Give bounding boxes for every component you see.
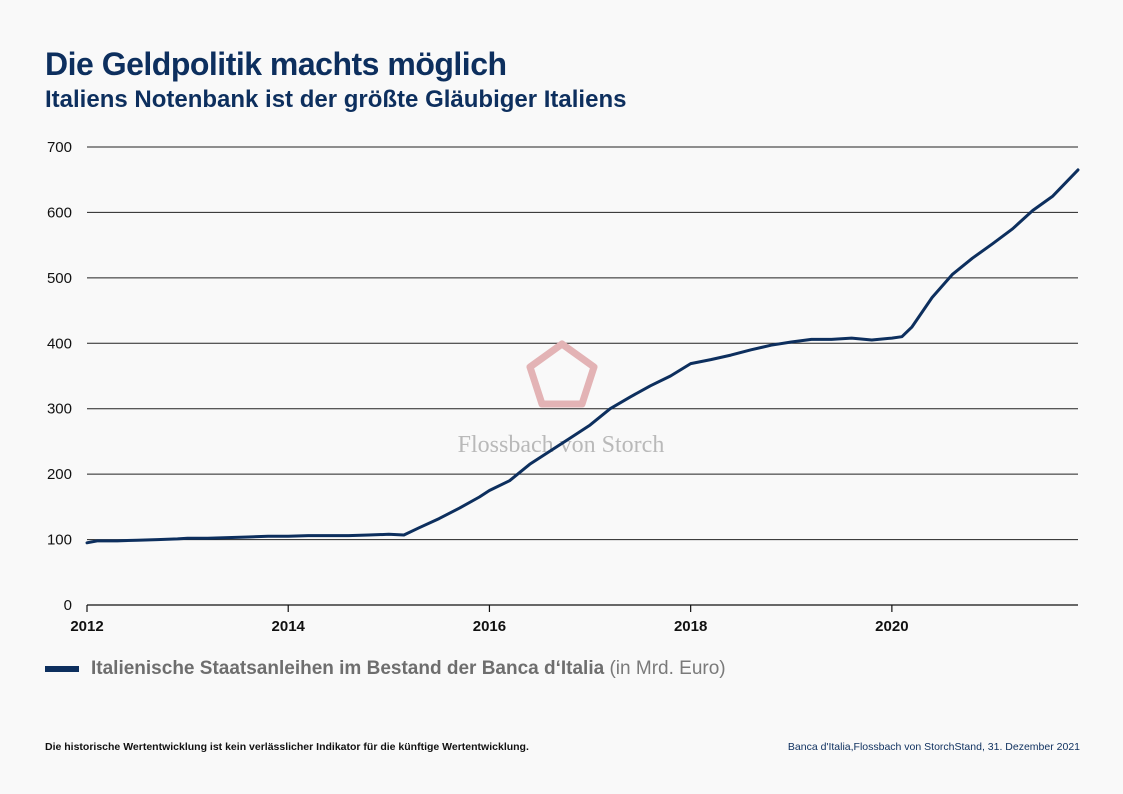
x-tick-label: 2018 xyxy=(674,618,707,635)
pentagon-logo-icon xyxy=(526,340,598,408)
source-text: Banca d'Italia,Flossbach von StorchStand… xyxy=(787,741,1080,753)
gridlines xyxy=(87,146,1078,541)
disclaimer-text: Die historische Wertentwicklung ist kein… xyxy=(45,741,529,753)
y-tick-label: 0 xyxy=(64,597,72,614)
y-axis-ticks: 0 100 200 300 400 500 600 700 xyxy=(47,139,72,614)
x-axis: 2012 2014 2016 2018 2020 xyxy=(70,604,1078,635)
y-tick-label: 300 xyxy=(47,401,72,418)
series-group xyxy=(85,168,1080,545)
chart-title: Die Geldpolitik machts möglich xyxy=(45,46,507,82)
legend: Italienische Staatsanleihen im Bestand d… xyxy=(45,658,726,680)
y-tick-label: 200 xyxy=(47,466,72,483)
y-tick-label: 500 xyxy=(47,270,72,287)
y-tick-label: 400 xyxy=(47,335,72,352)
legend-unit: (in Mrd. Euro) xyxy=(609,658,726,679)
y-tick-label: 100 xyxy=(47,532,72,549)
legend-swatch xyxy=(45,666,79,672)
y-tick-label: 600 xyxy=(47,204,72,221)
x-tick-label: 2012 xyxy=(70,618,103,635)
x-tick-label: 2014 xyxy=(272,618,306,635)
watermark: Flossbach von Storch xyxy=(458,340,664,458)
x-tick-label: 2020 xyxy=(875,618,908,635)
series-line xyxy=(85,168,1080,545)
y-tick-label: 700 xyxy=(47,139,72,156)
chart-subtitle: Italiens Notenbank ist der größte Gläubi… xyxy=(45,86,627,113)
x-tick-label: 2016 xyxy=(473,618,506,635)
legend-label: Italienische Staatsanleihen im Bestand d… xyxy=(91,658,605,679)
